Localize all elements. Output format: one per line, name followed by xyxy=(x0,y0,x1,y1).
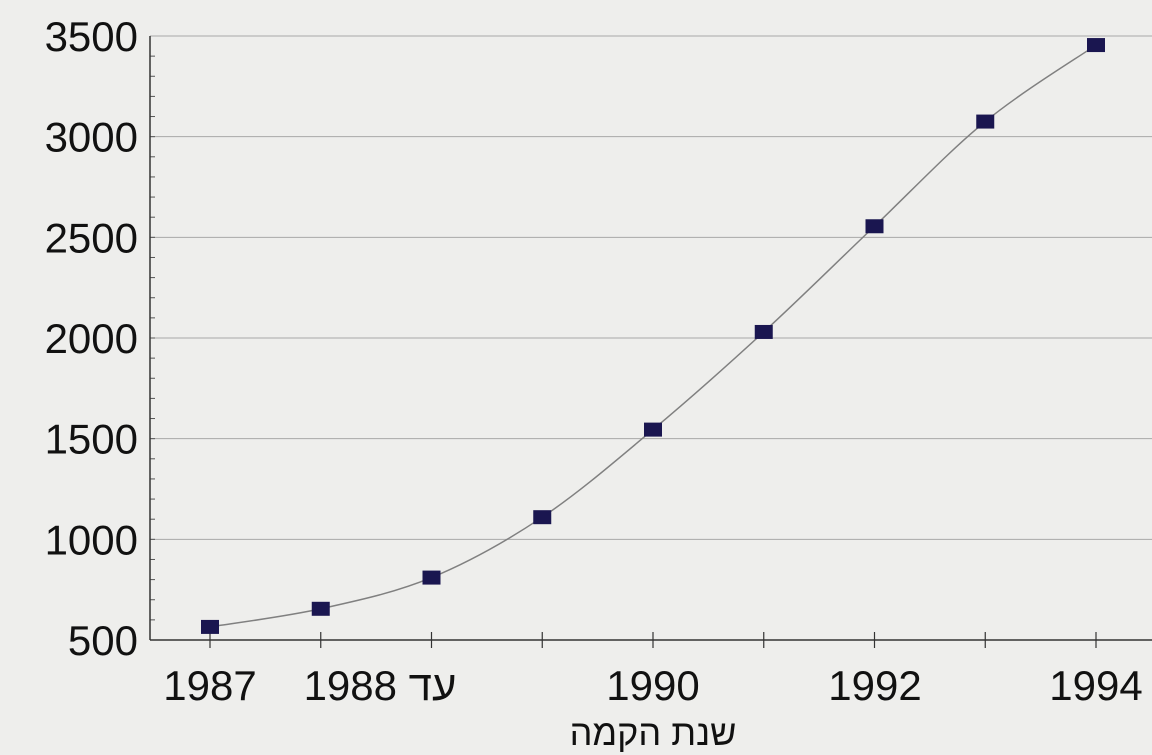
y-tick-label: 3500 xyxy=(45,13,138,60)
x-tick-label: 1994 xyxy=(1049,662,1142,709)
data-point xyxy=(865,219,884,234)
gridlines xyxy=(150,35,1152,540)
x-tick-label: 1992 xyxy=(828,662,921,709)
data-markers xyxy=(201,38,1105,634)
data-point xyxy=(976,114,995,129)
data-point xyxy=(533,510,552,525)
y-tick-label: 2000 xyxy=(45,315,138,362)
data-point xyxy=(201,619,219,634)
data-point xyxy=(644,422,662,437)
y-tick-label: 3000 xyxy=(45,114,138,161)
series-line xyxy=(209,44,1097,628)
y-tick-label: 500 xyxy=(68,617,138,664)
data-point xyxy=(754,324,773,339)
y-tick-label: 2500 xyxy=(45,214,138,261)
data-point xyxy=(1087,38,1105,53)
x-tick-label: 1987 xyxy=(163,662,256,709)
axes xyxy=(149,36,1152,648)
data-point xyxy=(311,601,330,616)
x-axis-label: שנת הקמה xyxy=(570,712,737,753)
x-tick-label: 1990 xyxy=(606,662,699,709)
x-tick-labels: 1987 עד 1988 1990 1992 1994 xyxy=(163,662,1142,709)
x-tick-label: עד 1988 xyxy=(304,662,457,709)
y-tick-label: 1500 xyxy=(45,416,138,463)
y-tick-label: 1000 xyxy=(45,516,138,563)
y-tick-labels: 500 1000 1500 2000 2500 3000 3500 xyxy=(45,13,138,664)
data-point xyxy=(422,570,441,585)
